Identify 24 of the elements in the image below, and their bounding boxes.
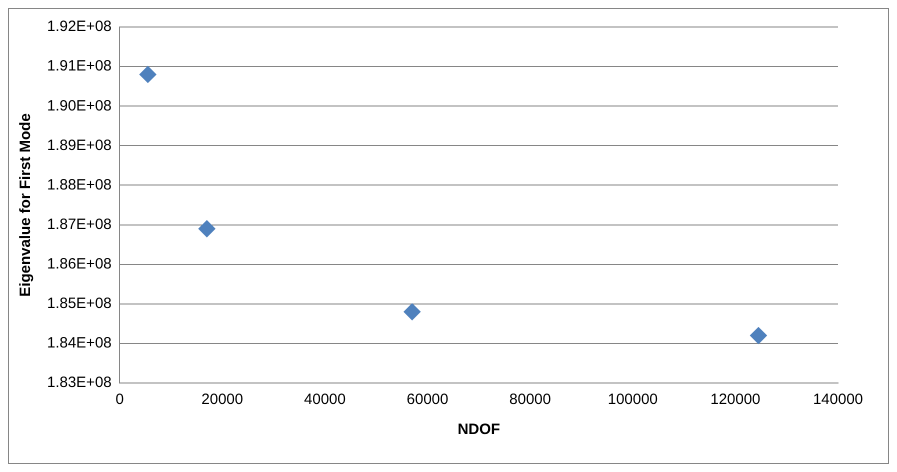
y-tick-label: 1.89E+08 (46, 136, 112, 154)
x-tick-label: 140000 (812, 391, 864, 408)
y-tick-label: 1.92E+08 (46, 18, 112, 36)
x-tick-label: 100000 (608, 391, 658, 408)
y-tick-label: 1.83E+08 (46, 374, 112, 392)
y-tick-label: 1.84E+08 (46, 334, 112, 352)
y-axis-title: Eigenvalue for First Mode (17, 113, 34, 297)
point (198, 220, 216, 238)
y-tick-label: 1.87E+08 (46, 216, 112, 233)
x-tick-label: 20000 (201, 391, 244, 408)
y-tick-label: 1.86E+08 (46, 255, 112, 272)
x-axis-title: NDOF (458, 421, 500, 438)
x-tick-label: 120000 (710, 391, 760, 408)
x-tick-label: 0 (115, 391, 124, 408)
y-tick-label: 1.90E+08 (46, 97, 112, 114)
y-tick-label: 1.85E+08 (46, 295, 112, 312)
y-tick-label: 1.88E+08 (46, 176, 112, 194)
x-tick-label: 40000 (304, 391, 346, 408)
point (139, 66, 156, 83)
x-tick-label: 80000 (509, 391, 551, 408)
point (404, 303, 421, 320)
x-tick-label: 60000 (406, 391, 448, 408)
y-tick-label: 1.91E+08 (46, 58, 112, 75)
point (750, 327, 767, 344)
